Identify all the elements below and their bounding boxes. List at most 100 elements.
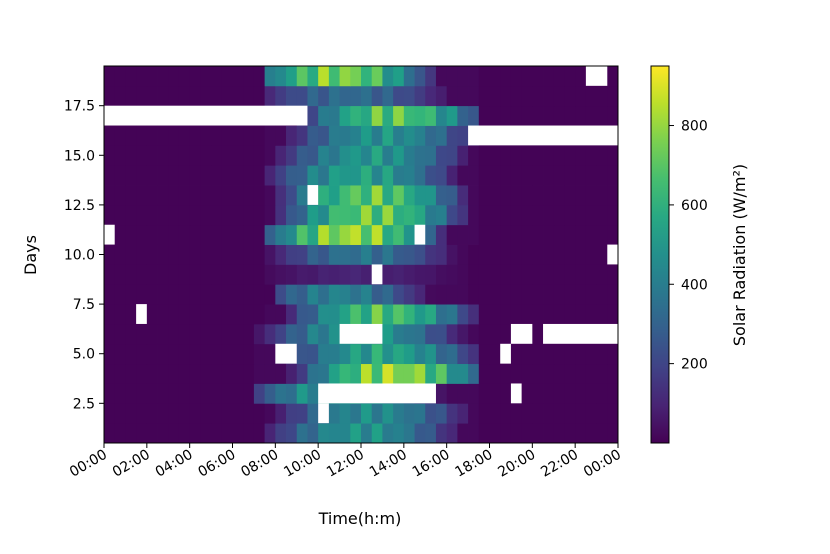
heatmap-cell [307, 403, 319, 424]
heatmap-cell [371, 363, 383, 384]
heatmap-cell [339, 304, 351, 325]
heatmap-cell [146, 284, 158, 305]
heatmap-cell [328, 125, 340, 146]
heatmap-cell [125, 304, 137, 325]
heatmap-cell [221, 145, 233, 166]
heatmap-cell [221, 403, 233, 424]
heatmap-cell [136, 264, 148, 285]
heatmap-cell [200, 244, 212, 265]
heatmap-cell [264, 224, 276, 245]
heatmap-cell [307, 145, 319, 166]
heatmap-cell [136, 244, 148, 265]
heatmap-cell [564, 165, 576, 186]
heatmap-cell [361, 185, 373, 206]
heatmap-cell [510, 264, 523, 285]
heatmap-cell [403, 304, 415, 325]
heatmap-cell [221, 85, 233, 107]
heatmap-cell [607, 165, 619, 186]
heatmap-cell [104, 284, 116, 305]
heatmap-cell [489, 323, 501, 345]
heatmap-cell [253, 383, 266, 404]
heatmap-cell [425, 224, 437, 245]
heatmap-cell [307, 204, 319, 226]
heatmap-cell [328, 403, 340, 424]
heatmap-cell [200, 423, 212, 444]
heatmap-cell [596, 403, 608, 424]
heatmap-cell [253, 284, 266, 305]
heatmap-cell [178, 323, 191, 345]
heatmap-cell [371, 125, 383, 146]
heatmap-cell [114, 185, 126, 206]
heatmap-cell [168, 383, 180, 404]
heatmap-cell [286, 423, 298, 444]
missing-data-cell [468, 125, 618, 146]
heatmap-cell [189, 403, 201, 424]
heatmap-cell [114, 403, 126, 424]
heatmap-cell [403, 323, 415, 345]
heatmap-cell [414, 284, 426, 305]
heatmap-cell [296, 165, 308, 186]
heatmap-cell [125, 125, 137, 146]
heatmap-cell [114, 284, 126, 305]
heatmap-cell [382, 403, 394, 424]
heatmap-cell [403, 165, 415, 186]
heatmap-cell [521, 343, 533, 365]
heatmap-cell [596, 343, 608, 365]
heatmap-cell [221, 224, 233, 245]
heatmap-cell [211, 244, 223, 265]
y-tick-label: 17.5 [64, 99, 95, 115]
heatmap-cell [478, 304, 490, 325]
heatmap-cell [168, 204, 180, 226]
colorbar-tick-label: 200 [681, 357, 708, 373]
heatmap-cell [403, 343, 415, 365]
heatmap-cell [318, 224, 330, 245]
heatmap-cell [178, 244, 191, 265]
heatmap-cell [136, 284, 148, 305]
heatmap-cells [104, 66, 619, 444]
heatmap-cell [221, 244, 233, 265]
heatmap-cell [446, 204, 458, 226]
heatmap-cell [510, 145, 523, 166]
heatmap-cell [211, 204, 223, 226]
heatmap-cell [607, 403, 619, 424]
heatmap-cell [114, 423, 126, 444]
heatmap-cell [414, 145, 426, 166]
heatmap-cell [596, 145, 608, 166]
heatmap-cell [403, 423, 415, 444]
heatmap-cell [489, 224, 501, 245]
heatmap-cell [393, 403, 405, 424]
heatmap-cell [489, 85, 501, 107]
heatmap-cell [425, 403, 437, 424]
heatmap-cell [146, 244, 158, 265]
heatmap-cell [457, 343, 469, 365]
heatmap-cell [200, 204, 212, 226]
heatmap-cell [221, 343, 233, 365]
heatmap-cell [307, 304, 319, 325]
heatmap-cell [253, 125, 266, 146]
heatmap-cell [318, 264, 330, 285]
heatmap-cell [435, 224, 448, 245]
heatmap-cell [532, 105, 544, 126]
heatmap-cell [200, 264, 212, 285]
heatmap-cell [350, 403, 362, 424]
heatmap-cell [403, 204, 415, 226]
heatmap-cell [189, 244, 201, 265]
y-axis-label: Days [21, 235, 40, 275]
heatmap-cell [104, 185, 116, 206]
heatmap-cell [468, 66, 480, 87]
heatmap-cell [382, 105, 394, 126]
heatmap-cell [264, 264, 276, 285]
heatmap-cell [243, 204, 255, 226]
heatmap-cell [532, 383, 544, 404]
heatmap-cell [585, 423, 597, 444]
heatmap-cell [136, 423, 148, 444]
heatmap-cell [243, 403, 255, 424]
heatmap-cell [393, 204, 405, 226]
heatmap-cell [189, 323, 201, 345]
heatmap-cell [393, 244, 405, 265]
heatmap-cell [125, 204, 137, 226]
heatmap-cell [500, 264, 512, 285]
heatmap-cell [478, 244, 490, 265]
heatmap-cell [104, 323, 116, 345]
